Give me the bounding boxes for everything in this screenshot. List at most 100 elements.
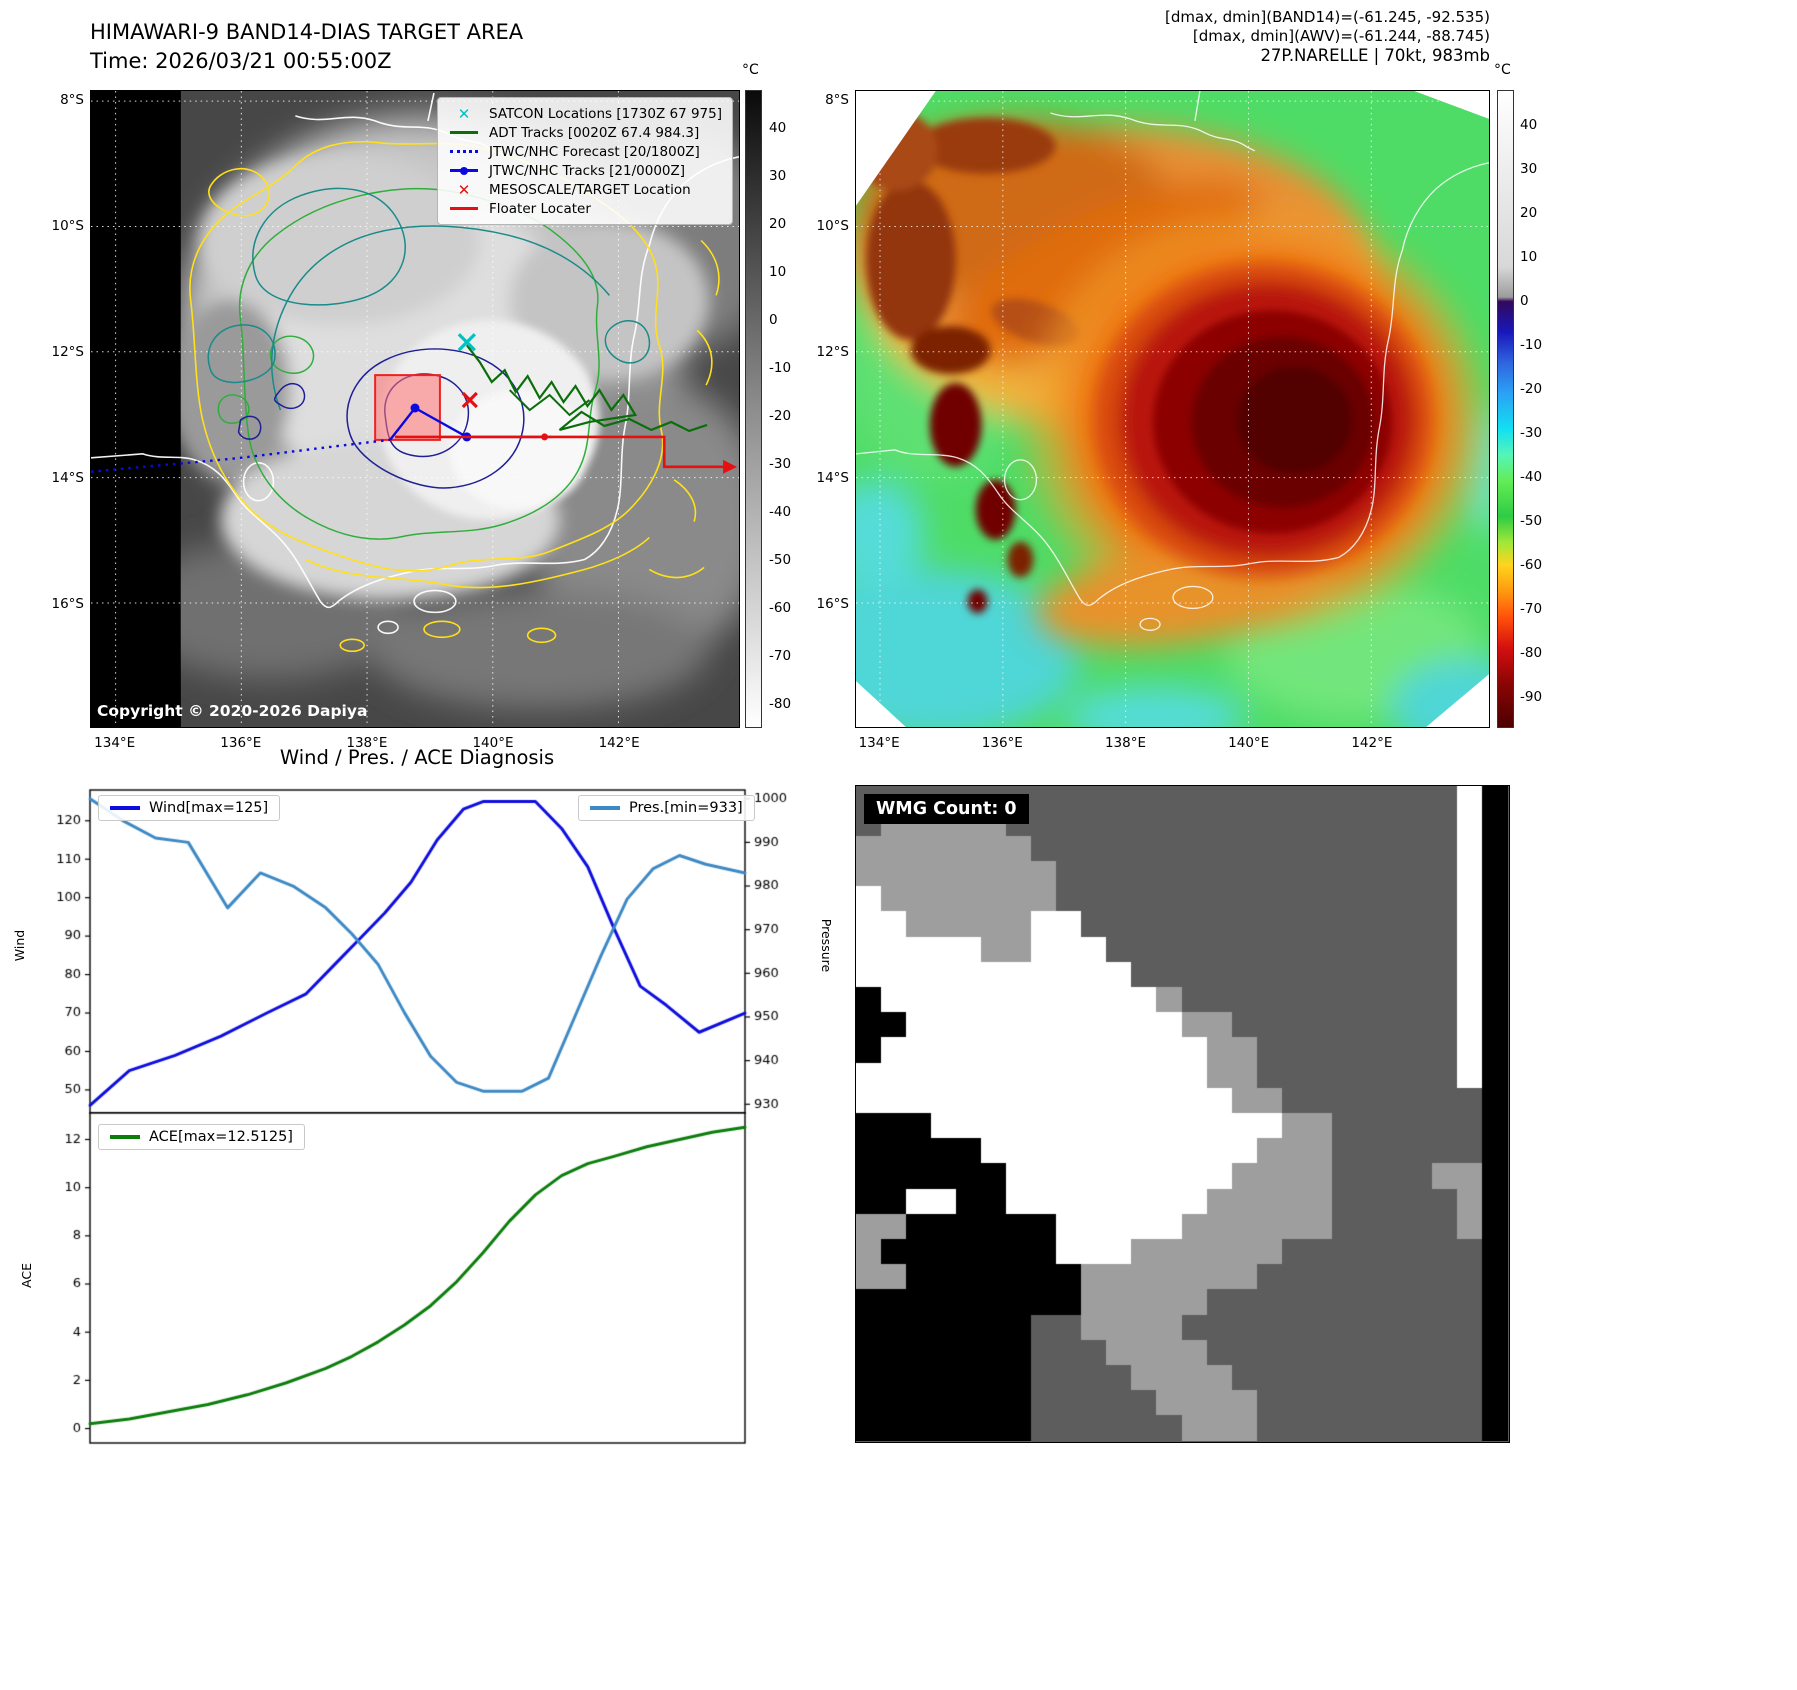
lon-tick-label: 134°E — [94, 735, 136, 751]
wind-legend-label: Wind[max=125] — [149, 800, 269, 816]
colorbar-tick-label: -20 — [1520, 381, 1543, 398]
awv-dmax-dmin-text: [dmax, dmin](AWV)=(-61.244, -88.745) — [1192, 27, 1490, 45]
ace-line-swatch-icon — [110, 1135, 140, 1139]
wmg-count-badge: WMG Count: 0 — [864, 794, 1029, 824]
awv-colorbar-unit: °C — [1494, 62, 1511, 78]
lat-tick-label: 16°S — [51, 595, 85, 612]
x-marker-icon: ✕ — [457, 104, 471, 123]
colorbar-tick-label: 30 — [1520, 161, 1538, 178]
legend-item: Floater Locater — [448, 199, 722, 218]
wmg-map[interactable]: WMG Count: 0 — [855, 785, 1510, 1443]
jtwc-forecast-track — [91, 438, 391, 473]
lat-tick-label: 10°S — [816, 217, 850, 234]
legend-item: ✕ MESOSCALE/TARGET Location — [448, 180, 722, 199]
ace-chart[interactable] — [10, 1108, 840, 1453]
colorbar-tick-label: -10 — [769, 360, 792, 377]
colorbar-tick-label: -70 — [769, 648, 792, 665]
colorbar-tick-label: -40 — [1520, 469, 1543, 486]
legend-item: ADT Tracks [0020Z 67.4 984.3] — [448, 123, 722, 142]
ace-legend-label: ACE[max=12.5125] — [149, 1129, 293, 1145]
lon-tick-label: 140°E — [1228, 735, 1270, 751]
colorbar-tick-label: 10 — [1520, 249, 1538, 266]
colorbar-tick-label: -70 — [1520, 601, 1543, 618]
band14-title: HIMAWARI-9 BAND14-DIAS TARGET AREA — [90, 20, 524, 44]
coastline — [856, 91, 1489, 631]
colorbar-tick-label: -50 — [769, 552, 792, 569]
colorbar-tick-label: 40 — [769, 120, 787, 137]
awv-map[interactable] — [855, 90, 1490, 728]
band14-colorbar-unit: °C — [742, 62, 759, 78]
awv-colorbar — [1497, 90, 1514, 728]
legend-label: ADT Tracks [0020Z 67.4 984.3] — [489, 124, 700, 141]
ace-legend: ACE[max=12.5125] — [98, 1124, 305, 1150]
ace-axis-label: ACE — [18, 1263, 34, 1288]
line-marker-icon — [448, 207, 480, 210]
x-marker-icon: ✕ — [457, 180, 471, 199]
legend-item: JTWC/NHC Tracks [21/0000Z] — [448, 161, 722, 180]
band14-dmax-dmin-text: [dmax, dmin](BAND14)=(-61.245, -92.535) — [1165, 8, 1490, 26]
lon-tick-label: 142°E — [598, 735, 640, 751]
lat-tick-label: 8°S — [825, 92, 849, 109]
lat-tick-label: 12°S — [816, 343, 850, 360]
legend-label: JTWC/NHC Forecast [20/1800Z] — [489, 143, 700, 160]
lon-tick-label: 138°E — [1104, 735, 1147, 751]
temperature-contours — [189, 140, 720, 653]
storm-id-intensity-text: 27P.NARELLE | 70kt, 983mb — [1260, 46, 1490, 65]
colorbar-tick-label: 10 — [769, 264, 787, 281]
colorbar-tick-label: -30 — [769, 456, 792, 473]
diagnosis-title: Wind / Pres. / ACE Diagnosis — [279, 746, 555, 769]
satcon-marker-icon — [457, 333, 476, 352]
colorbar-tick-label: 20 — [769, 216, 787, 233]
colorbar-tick-label: -30 — [1520, 425, 1543, 442]
band14-map-legend: ✕ SATCON Locations [1730Z 67 975] ADT Trac… — [437, 97, 733, 225]
line-marker-icon — [448, 131, 480, 134]
target-area-box — [374, 374, 441, 441]
colorbar-tick-label: -60 — [1520, 557, 1543, 574]
adt-track — [465, 344, 708, 433]
floater-locater-line — [395, 435, 730, 469]
colorbar-tick-label: -80 — [1520, 645, 1543, 662]
colorbar-tick-label: 30 — [769, 168, 787, 185]
lat-tick-label: 14°S — [816, 469, 850, 486]
legend-label: SATCON Locations [1730Z 67 975] — [489, 105, 722, 122]
dotted-marker-icon — [448, 150, 480, 153]
colorbar-tick-label: -20 — [769, 408, 792, 425]
lat-tick-label: 10°S — [51, 217, 85, 234]
lon-tick-label: 136°E — [981, 735, 1023, 751]
wind-line-swatch-icon — [110, 806, 140, 810]
band14-map[interactable]: ✕ SATCON Locations [1730Z 67 975] ADT Trac… — [90, 90, 740, 728]
colorbar-tick-label: -90 — [1520, 689, 1543, 706]
lon-tick-label: 138°E — [346, 735, 388, 751]
pressure-legend-label: Pres.[min=933] — [629, 800, 743, 816]
colorbar-tick-label: 0 — [769, 312, 778, 329]
lat-tick-label: 12°S — [51, 343, 85, 360]
copyright-watermark: Copyright © 2020-2026 Dapiya — [97, 702, 368, 720]
legend-item: JTWC/NHC Forecast [20/1800Z] — [448, 142, 722, 161]
lon-tick-label: 140°E — [472, 735, 514, 751]
wmg-grid-image — [856, 786, 1508, 1441]
mesoscale-target-marker-icon — [461, 391, 478, 409]
legend-label: Floater Locater — [489, 200, 591, 217]
wind-pressure-chart[interactable] — [10, 770, 840, 1120]
lon-tick-label: 136°E — [220, 735, 262, 751]
colorbar-tick-label: -40 — [769, 504, 792, 521]
lon-tick-label: 134°E — [858, 735, 900, 751]
colorbar-tick-label: -10 — [1520, 337, 1543, 354]
colorbar-tick-label: -50 — [1520, 513, 1543, 530]
colorbar-tick-label: 0 — [1520, 293, 1529, 310]
colorbar-tick-label: 20 — [1520, 205, 1538, 222]
lat-tick-label: 8°S — [60, 92, 84, 109]
pressure-line-swatch-icon — [590, 806, 620, 810]
legend-label: MESOSCALE/TARGET Location — [489, 181, 691, 198]
lat-tick-label: 16°S — [816, 595, 850, 612]
wind-legend: Wind[max=125] — [98, 795, 281, 821]
legend-label: JTWC/NHC Tracks [21/0000Z] — [489, 162, 686, 179]
wind-axis-label: Wind — [12, 929, 28, 962]
band14-colorbar — [745, 90, 762, 728]
colorbar-tick-label: 40 — [1520, 117, 1538, 134]
lat-tick-label: 14°S — [51, 469, 85, 486]
band14-time: Time: 2026/03/21 00:55:00Z — [90, 49, 392, 73]
pressure-legend: Pres.[min=933] — [578, 795, 755, 821]
lon-tick-label: 142°E — [1351, 735, 1393, 751]
